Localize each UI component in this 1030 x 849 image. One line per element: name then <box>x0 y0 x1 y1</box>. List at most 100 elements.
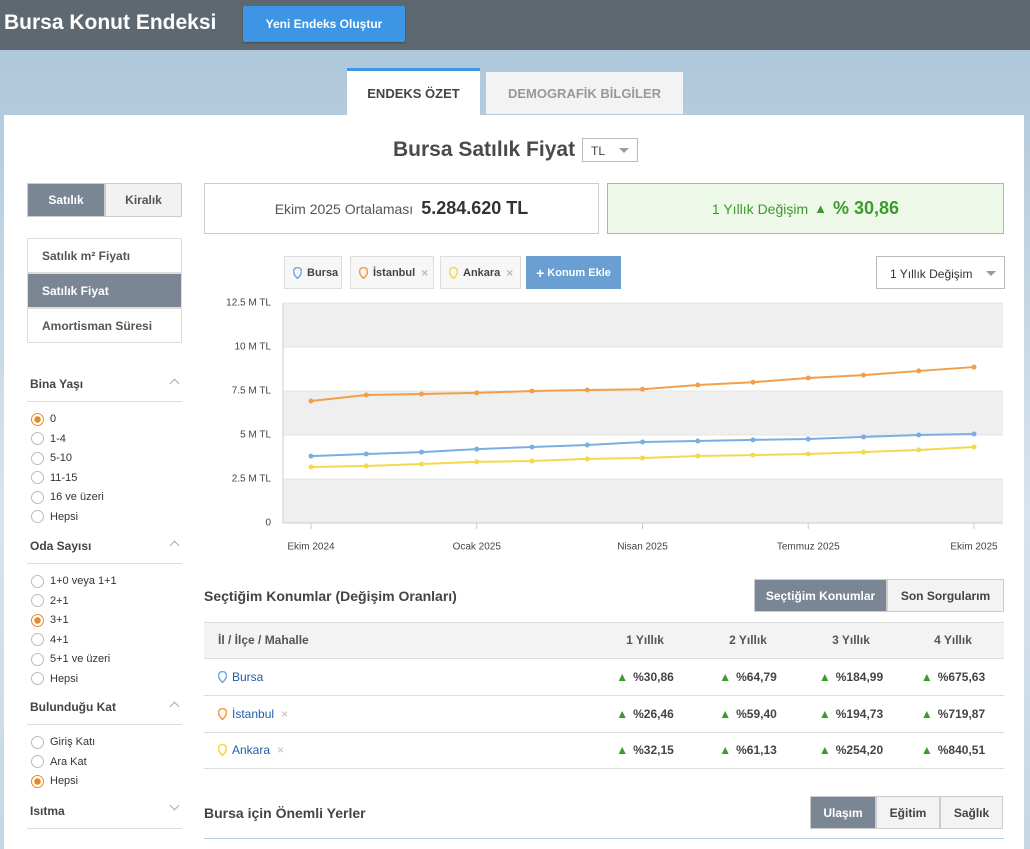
y-tick-label: 2.5 M TL <box>232 474 272 485</box>
divider <box>27 563 182 564</box>
location-cell[interactable]: Ankara× <box>218 743 284 757</box>
radio-option[interactable]: Hepsi <box>31 774 78 788</box>
radio <box>31 471 44 484</box>
data-point <box>364 452 369 457</box>
radio <box>31 672 44 685</box>
pin-icon <box>449 267 458 279</box>
data-point <box>474 447 479 452</box>
radio <box>31 653 44 666</box>
places-tab[interactable]: Sağlık <box>940 796 1003 829</box>
x-tick-label: Temmuz 2025 <box>777 542 840 553</box>
data-point <box>419 462 424 467</box>
up-arrow: ▲ <box>819 707 831 721</box>
change-value: %26,46 <box>633 707 674 721</box>
tab[interactable]: ENDEKS ÖZET <box>347 68 480 116</box>
data-point <box>861 434 866 439</box>
radio <box>31 452 44 465</box>
remove-icon[interactable]: × <box>277 743 284 757</box>
filter-title[interactable]: Bina Yaşı <box>30 377 83 391</box>
menu-item[interactable]: Amortisman Süresi <box>27 308 182 343</box>
x-tick-label: Ekim 2025 <box>950 542 998 553</box>
change-value: %59,40 <box>736 707 777 721</box>
change-cell: ▲%840,51 <box>903 743 1003 757</box>
change-cell: ▲%64,79 <box>698 670 798 684</box>
radio-option[interactable]: Giriş Katı <box>31 735 95 749</box>
table-header: 4 Yıllık <box>903 633 1003 647</box>
table-toggle[interactable]: Seçtiğim Konumlar <box>754 579 887 612</box>
data-point <box>474 390 479 395</box>
table-header: İl / İlçe / Mahalle <box>218 633 309 647</box>
radio-option[interactable]: 2+1 <box>31 594 69 608</box>
new-index-button[interactable]: Yeni Endeks Oluştur <box>243 6 405 42</box>
data-point <box>916 368 921 373</box>
filter-title[interactable]: Isıtma <box>30 804 65 818</box>
x-tick-label: Nisan 2025 <box>617 542 668 553</box>
app-title: Bursa Konut Endeksi <box>4 11 216 35</box>
y-tick-label: 5 M TL <box>240 430 271 441</box>
places-tab[interactable]: Eğitim <box>876 796 940 829</box>
legend-label: Ankara <box>463 267 500 279</box>
radio <box>31 432 44 445</box>
radio-option[interactable]: 1+0 veya 1+1 <box>31 574 117 588</box>
radio-option[interactable]: 16 ve üzeri <box>31 490 104 504</box>
change-value: %840,51 <box>938 743 985 757</box>
radio-option[interactable]: 5-10 <box>31 451 72 465</box>
y-tick-label: 0 <box>265 518 271 529</box>
data-point <box>806 437 811 442</box>
radio-option[interactable]: 1-4 <box>31 432 66 446</box>
data-point <box>916 433 921 438</box>
mode-toggle[interactable]: Kiralık <box>105 183 182 217</box>
filter-title[interactable]: Bulunduğu Kat <box>30 700 116 714</box>
radio-option[interactable]: 5+1 ve üzeri <box>31 652 110 666</box>
radio-label: 16 ve üzeri <box>50 491 104 503</box>
menu-item[interactable]: Satılık m² Fiyatı <box>27 238 182 273</box>
location-chip[interactable]: Bursa <box>284 256 342 289</box>
data-point <box>640 440 645 445</box>
radio-option[interactable]: 0 <box>31 412 56 426</box>
change-cell: ▲%26,46 <box>595 707 695 721</box>
currency-value: TL <box>591 144 605 158</box>
table-header: 2 Yıllık <box>698 633 798 647</box>
location-cell[interactable]: Bursa <box>218 670 263 684</box>
radio-option[interactable]: 11-15 <box>31 471 77 485</box>
radio-option[interactable]: 3+1 <box>31 613 69 627</box>
page-title: Bursa Satılık Fiyat <box>393 138 575 162</box>
location-chip[interactable]: İstanbul× <box>350 256 434 289</box>
change-value: %719,87 <box>938 707 985 721</box>
change-value: %184,99 <box>836 670 883 684</box>
metric-select[interactable]: 1 Yıllık Değişim <box>876 256 1005 289</box>
radio-option[interactable]: Hepsi <box>31 510 78 524</box>
up-arrow: ▲ <box>921 707 933 721</box>
radio-option[interactable]: 4+1 <box>31 633 69 647</box>
table-header: 3 Yıllık <box>801 633 901 647</box>
grid-band <box>283 303 1003 347</box>
filter-title[interactable]: Oda Sayısı <box>30 539 91 553</box>
y-tick-label: 7.5 M TL <box>232 386 272 397</box>
currency-select[interactable]: TL <box>582 138 638 162</box>
data-point <box>695 383 700 388</box>
data-point <box>972 444 977 449</box>
add-location-button[interactable]: +Konum Ekle <box>526 256 621 289</box>
change-cell: ▲%59,40 <box>698 707 798 721</box>
radio-label: Giriş Katı <box>50 736 95 748</box>
data-point <box>419 450 424 455</box>
radio-label: 5+1 ve üzeri <box>50 653 110 665</box>
radio-option[interactable]: Ara Kat <box>31 755 87 769</box>
radio <box>31 510 44 523</box>
data-point <box>806 375 811 380</box>
remove-icon[interactable]: × <box>421 266 428 280</box>
mode-toggle[interactable]: Satılık <box>27 183 105 217</box>
location-chip[interactable]: Ankara × <box>440 256 521 289</box>
menu-item[interactable]: Satılık Fiyat <box>27 273 182 308</box>
tab[interactable]: DEMOGRAFİK BİLGİLER <box>486 72 683 114</box>
dropdown-arrow <box>619 148 629 158</box>
places-tab[interactable]: Ulaşım <box>810 796 876 829</box>
remove-icon[interactable]: × <box>281 707 288 721</box>
table-toggle[interactable]: Son Sorgularım <box>887 579 1004 612</box>
data-point <box>695 438 700 443</box>
radio-option[interactable]: Hepsi <box>31 672 78 686</box>
location-cell[interactable]: İstanbul× <box>218 707 288 721</box>
average-box: Ekim 2025 Ortalaması5.284.620 TL <box>204 183 599 234</box>
remove-icon[interactable]: × <box>506 266 513 280</box>
